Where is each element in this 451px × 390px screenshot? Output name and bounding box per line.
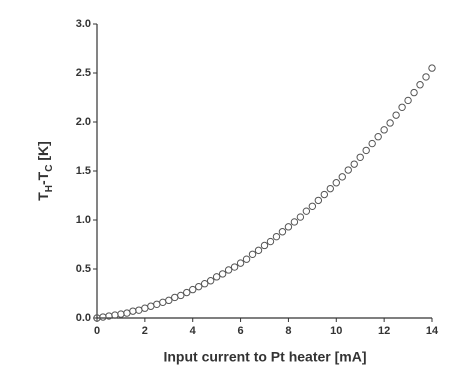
data-point — [320, 190, 329, 199]
data-point — [111, 311, 119, 319]
data-point — [314, 196, 323, 205]
data-point — [129, 307, 137, 315]
data-point — [141, 304, 149, 312]
data-point — [410, 88, 418, 97]
data-point — [296, 213, 305, 221]
data-point — [380, 126, 388, 134]
data-point — [374, 133, 382, 141]
data-point — [189, 285, 197, 294]
x-tick-label: 10 — [330, 325, 342, 337]
data-point — [224, 266, 233, 274]
data-point — [266, 237, 275, 246]
data-point — [368, 139, 376, 148]
data-point — [404, 96, 412, 105]
data-point — [356, 153, 364, 161]
data-point — [338, 173, 346, 181]
data-point — [260, 241, 269, 250]
data-point — [194, 282, 203, 291]
x-axis-label: Input current to Pt heater [mA] — [163, 349, 366, 365]
data-point — [248, 250, 257, 259]
y-label-sub: H — [44, 185, 55, 192]
y-tick-label: 1.0 — [76, 214, 91, 226]
data-point — [147, 302, 155, 310]
x-tick-label: 8 — [285, 325, 291, 337]
y-label-part: -T — [35, 171, 51, 185]
data-point — [362, 146, 370, 155]
data-point — [159, 298, 167, 307]
data-point — [153, 300, 161, 308]
data-point — [171, 293, 179, 302]
x-tick-label: 4 — [190, 325, 197, 337]
data-point — [230, 263, 239, 271]
data-point — [212, 273, 221, 281]
data-point — [99, 313, 107, 321]
data-point — [272, 232, 281, 241]
data-point — [278, 228, 287, 236]
data-point — [428, 64, 436, 72]
x-tick-label: 12 — [378, 325, 390, 337]
data-point — [177, 291, 185, 300]
y-label-part: [K] — [35, 141, 51, 164]
data-point — [302, 207, 311, 215]
y-tick-label: 2.0 — [76, 116, 91, 128]
x-tick-label: 6 — [238, 325, 244, 337]
data-point — [135, 306, 143, 314]
data-point — [117, 310, 125, 318]
data-point — [392, 111, 400, 119]
data-point — [332, 179, 340, 187]
data-point — [165, 296, 173, 305]
x-tick-label: 0 — [94, 325, 100, 337]
y-axis-label: TH-TC [K] — [35, 141, 55, 201]
data-point — [254, 246, 263, 255]
y-label-part: T — [35, 192, 51, 201]
data-point — [236, 259, 245, 267]
data-point — [386, 119, 394, 127]
data-point — [308, 202, 317, 210]
y-tick-label: 0.0 — [76, 312, 91, 324]
data-point — [344, 166, 352, 174]
data-point — [350, 160, 358, 168]
y-tick-label: 0.5 — [76, 263, 91, 275]
data-point — [123, 309, 131, 317]
y-tick-label: 1.5 — [76, 165, 91, 177]
data-point — [416, 81, 424, 89]
data-point — [242, 255, 251, 263]
y-tick-label: 2.5 — [76, 67, 91, 79]
data-point — [422, 73, 430, 81]
data-point — [218, 270, 227, 278]
data-point — [290, 218, 299, 226]
x-tick-label: 2 — [142, 325, 148, 337]
y-label-sub: C — [44, 165, 55, 172]
data-point — [284, 223, 293, 231]
data-point — [206, 277, 215, 285]
data-point — [398, 103, 406, 112]
y-tick-label: 3.0 — [76, 18, 91, 30]
x-tick-label: 14 — [426, 325, 439, 337]
data-point — [326, 184, 335, 193]
data-point — [200, 280, 209, 288]
data-point — [183, 288, 191, 297]
